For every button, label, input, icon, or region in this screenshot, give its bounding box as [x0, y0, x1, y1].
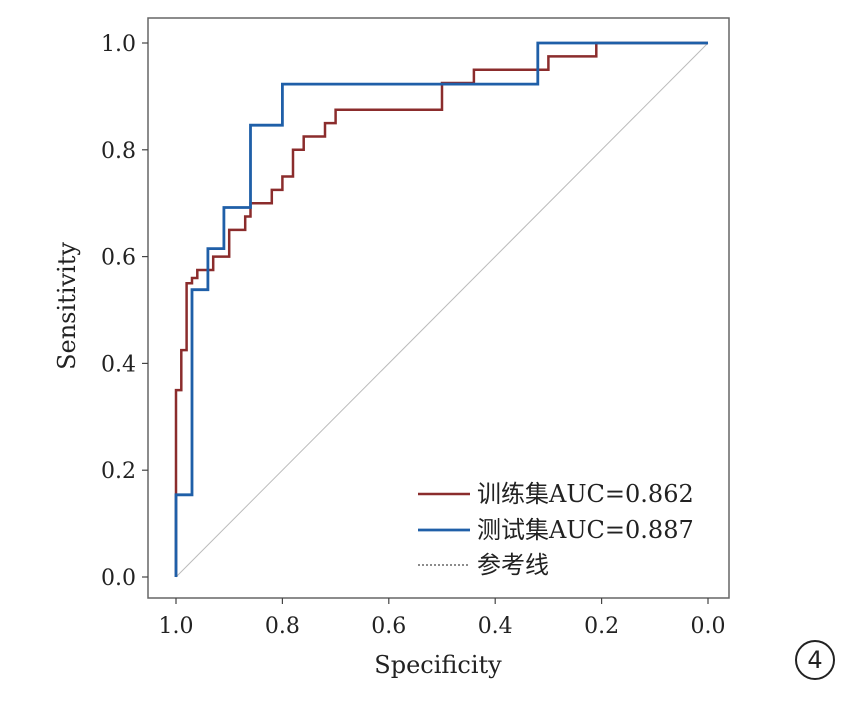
y-tick-label: 0.4 — [101, 352, 136, 377]
x-tick-label: 0.8 — [265, 614, 300, 639]
legend: 训练集AUC=0.862 测试集AUC=0.887 参考线 — [418, 480, 694, 579]
y-tick-label: 0.0 — [101, 566, 136, 591]
y-axis: 0.0 0.2 0.4 0.6 0.8 1.0 — [101, 32, 148, 591]
x-axis-title: Specificity — [374, 651, 502, 679]
legend-label-reference: 参考线 — [477, 551, 549, 579]
x-tick-label: 0.0 — [691, 614, 726, 639]
y-tick-label: 1.0 — [101, 32, 136, 57]
panel-number-badge: 4 — [795, 640, 835, 680]
y-tick-label: 0.6 — [101, 246, 136, 271]
x-axis: 1.0 0.8 0.6 0.4 0.2 0.0 — [159, 598, 726, 639]
diagonal-reference-line — [175, 42, 709, 578]
y-tick-label: 0.8 — [101, 139, 136, 164]
x-tick-label: 0.6 — [371, 614, 406, 639]
y-tick-label: 0.2 — [101, 459, 136, 484]
x-tick-label: 1.0 — [159, 614, 194, 639]
y-axis-title: Sensitivity — [53, 242, 81, 370]
legend-label-train: 训练集AUC=0.862 — [477, 480, 694, 508]
test-roc-curve — [174, 41, 708, 577]
x-tick-label: 0.2 — [584, 614, 619, 639]
legend-label-test: 测试集AUC=0.887 — [477, 516, 694, 544]
x-tick-label: 0.4 — [478, 614, 513, 639]
plot-frame — [147, 17, 730, 599]
